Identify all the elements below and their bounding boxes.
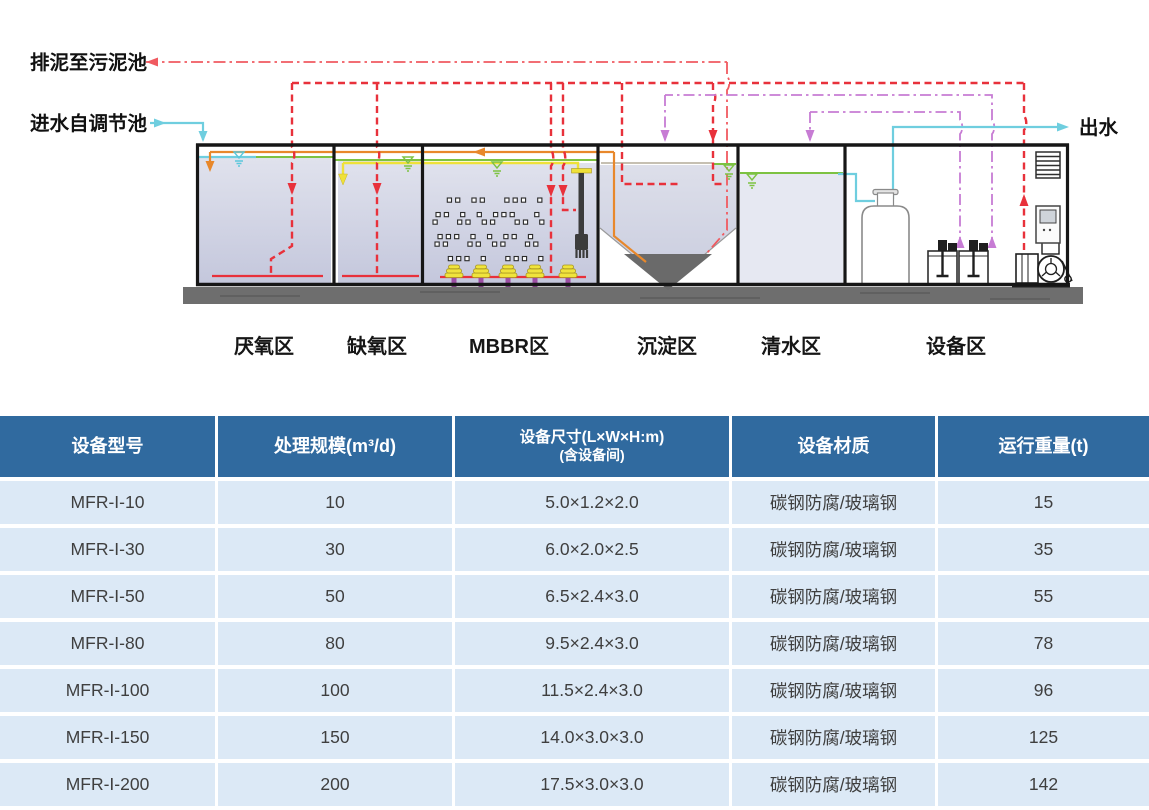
zone-label-mbbr: MBBR区 bbox=[469, 336, 549, 358]
col-header-dimensions-line1: 设备尺寸(L×W×H:m) bbox=[519, 429, 665, 447]
col-header-dimensions-line2: (含设备间) bbox=[559, 447, 625, 464]
air-blower-icon bbox=[1012, 238, 1073, 288]
sedimentation-hopper-fill bbox=[600, 165, 736, 266]
equipment-room bbox=[861, 151, 1073, 288]
cell-capacity: 200 bbox=[218, 763, 452, 806]
cell-dims: 17.5×3.0×3.0 bbox=[455, 763, 729, 806]
col-header-capacity: 处理规模(m³/d) bbox=[218, 416, 452, 477]
cell-capacity: 150 bbox=[218, 716, 452, 759]
pipelines bbox=[146, 61, 1062, 279]
col-header-model: 设备型号 bbox=[0, 416, 215, 477]
cell-model: MFR-I-200 bbox=[0, 763, 215, 806]
diffuser-icon bbox=[498, 264, 518, 287]
cell-material: 碳钢防腐/玻璃钢 bbox=[732, 575, 935, 618]
zone-label-anaerobic: 厌氧区 bbox=[234, 334, 294, 358]
cell-capacity: 30 bbox=[218, 528, 452, 571]
aeration-diffusers bbox=[444, 264, 578, 287]
cell-weight: 15 bbox=[938, 481, 1149, 524]
cell-model: MFR-I-50 bbox=[0, 575, 215, 618]
cell-material: 碳钢防腐/玻璃钢 bbox=[732, 763, 935, 806]
tank-zone-fills bbox=[198, 158, 843, 290]
diffuser-icon bbox=[471, 264, 491, 287]
col-header-dimensions: 设备尺寸(L×W×H:m) (含设备间) bbox=[455, 416, 729, 477]
filter-tank-icon bbox=[861, 188, 910, 286]
flow-arrows bbox=[146, 57, 1069, 248]
cell-model: MFR-I-150 bbox=[0, 716, 215, 759]
cell-material: 碳钢防腐/玻璃钢 bbox=[732, 669, 935, 712]
cell-weight: 125 bbox=[938, 716, 1149, 759]
cell-model: MFR-I-100 bbox=[0, 669, 215, 712]
sludge-cone bbox=[624, 254, 712, 290]
zone-label-anoxic: 缺氧区 bbox=[347, 334, 407, 358]
cell-weight: 78 bbox=[938, 622, 1149, 665]
cell-weight: 96 bbox=[938, 669, 1149, 712]
cell-dims: 6.0×2.0×2.5 bbox=[455, 528, 729, 571]
inflow-label: 进水自调节池 bbox=[30, 112, 148, 135]
zone-label-sedimentation: 沉淀区 bbox=[637, 334, 697, 358]
mbbr-media-particles bbox=[432, 197, 545, 262]
cell-material: 碳钢防腐/玻璃钢 bbox=[732, 622, 935, 665]
col-header-material: 设备材质 bbox=[732, 416, 935, 477]
spec-table: 设备型号 处理规模(m³/d) 设备尺寸(L×W×H:m) (含设备间) 设备材… bbox=[0, 416, 1149, 806]
louver-vent-icon bbox=[1035, 151, 1061, 179]
cell-dims: 6.5×2.4×3.0 bbox=[455, 575, 729, 618]
ground-base bbox=[183, 287, 1083, 304]
cell-model: MFR-I-80 bbox=[0, 622, 215, 665]
submersible-mixer-icon bbox=[571, 168, 592, 258]
cell-dims: 9.5×2.4×3.0 bbox=[455, 622, 729, 665]
diffuser-icon bbox=[444, 264, 464, 287]
sludge-out-label: 排泥至污泥池 bbox=[30, 51, 148, 74]
process-diagram: 排泥至污泥池 进水自调节池 出水 厌氧区 缺氧区 MBBR区 沉淀区 清水区 设… bbox=[30, 51, 1119, 358]
air-recirculation-lines bbox=[269, 81, 1028, 275]
water-level-symbols bbox=[232, 151, 759, 189]
tank-walls bbox=[195, 143, 1070, 287]
cell-material: 碳钢防腐/玻璃钢 bbox=[732, 528, 935, 571]
cell-capacity: 100 bbox=[218, 669, 452, 712]
cell-weight: 142 bbox=[938, 763, 1149, 806]
control-cabinet-icon bbox=[1035, 205, 1061, 244]
cell-model: MFR-I-10 bbox=[0, 481, 215, 524]
dosing-tank-icon bbox=[958, 240, 989, 286]
cell-capacity: 10 bbox=[218, 481, 452, 524]
outflow-label: 出水 bbox=[1079, 116, 1119, 139]
dosing-tank-icon bbox=[927, 240, 958, 286]
diffuser-icon bbox=[525, 264, 545, 287]
zone-label-equipment: 设备区 bbox=[926, 334, 986, 358]
cell-material: 碳钢防腐/玻璃钢 bbox=[732, 481, 935, 524]
cell-capacity: 80 bbox=[218, 622, 452, 665]
cell-material: 碳钢防腐/玻璃钢 bbox=[732, 716, 935, 759]
zone-label-clearwater: 清水区 bbox=[761, 334, 821, 358]
diffuser-icon bbox=[558, 264, 578, 287]
cell-weight: 55 bbox=[938, 575, 1149, 618]
cell-weight: 35 bbox=[938, 528, 1149, 571]
sludge-discharge-line bbox=[146, 61, 731, 254]
cell-dims: 14.0×3.0×3.0 bbox=[455, 716, 729, 759]
cell-dims: 5.0×1.2×2.0 bbox=[455, 481, 729, 524]
cell-model: MFR-I-30 bbox=[0, 528, 215, 571]
cell-dims: 11.5×2.4×3.0 bbox=[455, 669, 729, 712]
col-header-weight: 运行重量(t) bbox=[938, 416, 1149, 477]
cell-capacity: 50 bbox=[218, 575, 452, 618]
